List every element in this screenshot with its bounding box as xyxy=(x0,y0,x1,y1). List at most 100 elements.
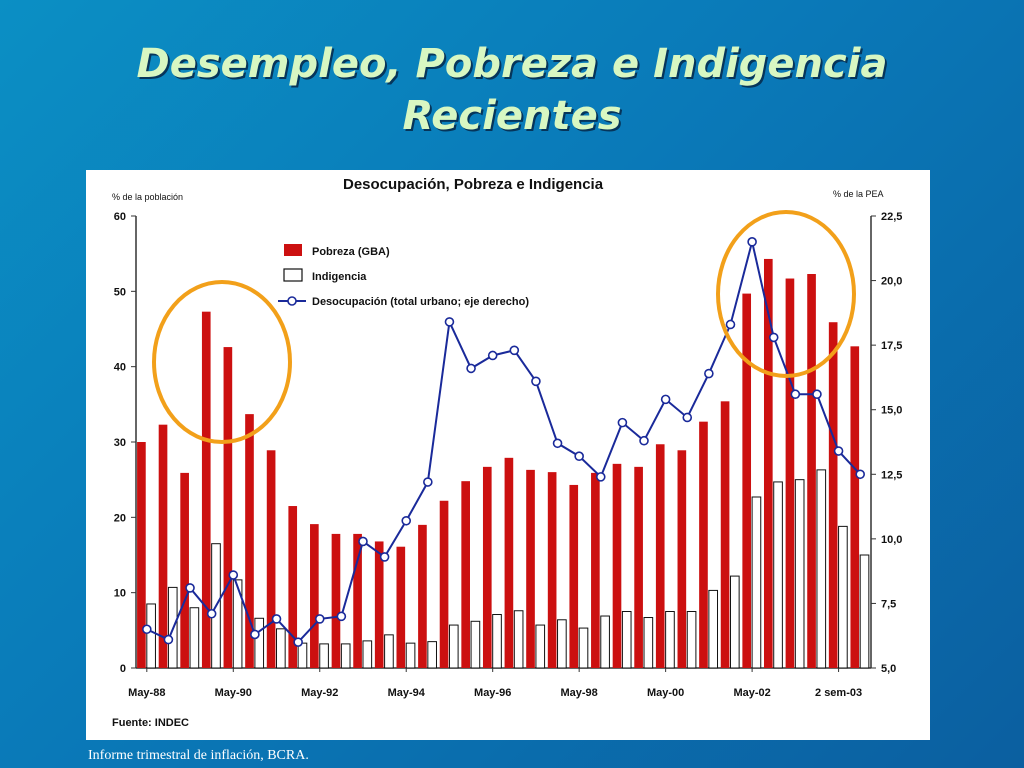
pobreza-bar xyxy=(655,444,665,668)
indigencia-bar xyxy=(773,481,783,669)
indigencia-bar xyxy=(362,640,373,669)
indigencia-bar xyxy=(686,611,697,669)
pobreza-bar xyxy=(742,293,752,668)
desocupacion-point xyxy=(336,611,347,622)
x-tick-label: May-00 xyxy=(647,687,684,699)
desocupacion-point xyxy=(142,624,152,635)
left-axis-label: % de la población xyxy=(112,192,183,202)
footer-note: Informe trimestral de inflación, BCRA. xyxy=(88,748,309,763)
desocupacion-point xyxy=(725,319,736,330)
slide-title-line2: Recientes xyxy=(402,93,622,139)
indigencia-bar xyxy=(578,627,589,669)
x-tick-label: May-94 xyxy=(388,687,426,699)
chart-title: Desocupación, Pobreza e Indigencia xyxy=(343,176,604,193)
desocupacion-point xyxy=(250,629,260,640)
indigencia-bar xyxy=(600,615,610,669)
x-tick-label: May-02 xyxy=(733,687,770,699)
pobreza-bar xyxy=(137,442,146,668)
desocupacion-point xyxy=(314,614,325,624)
indigencia-bar xyxy=(276,628,286,669)
desocupacion-point xyxy=(163,634,174,645)
indigencia-bar xyxy=(643,617,654,669)
pobreza-bar xyxy=(591,472,600,668)
x-tick-label: May-90 xyxy=(215,687,252,699)
indigencia-bar xyxy=(535,624,546,669)
pobreza-bar xyxy=(720,401,730,668)
indigencia-bar xyxy=(384,634,394,669)
indigencia-bar xyxy=(665,611,675,669)
desocupacion-point xyxy=(531,376,541,387)
desocupacion-point xyxy=(574,451,584,462)
pobreza-bar xyxy=(180,472,189,668)
slide-title: Desempleo, Pobreza e Indigencia Reciente… xyxy=(0,38,1024,142)
pobreza-bar xyxy=(504,457,514,668)
right-tick-label: 7,5 xyxy=(881,598,896,610)
x-tick-label: May-92 xyxy=(301,687,338,699)
desocupacion-point xyxy=(206,608,217,619)
indigencia-bar xyxy=(708,589,719,669)
desocupacion-point xyxy=(487,350,498,361)
pobreza-bar xyxy=(223,347,233,668)
legend-desocupacion-label: Desocupación (total urbano; eje derecho) xyxy=(312,296,529,308)
indigencia-bar xyxy=(838,525,848,669)
highlight-circle-2002 xyxy=(716,210,856,378)
right-tick-label: 20,0 xyxy=(881,276,902,288)
legend-pobreza-label: Pobreza (GBA) xyxy=(312,246,390,258)
pobreza-bar xyxy=(850,346,860,668)
pobreza-bar xyxy=(353,533,362,668)
pobreza-bar xyxy=(158,424,168,668)
indigencia-bar xyxy=(751,496,762,669)
indigencia-bar xyxy=(448,624,459,669)
desocupacion-point xyxy=(379,552,390,562)
pobreza-bar xyxy=(634,466,643,668)
left-tick-label: 40 xyxy=(114,362,126,374)
pobreza-bar xyxy=(396,546,406,668)
desocupacion-point xyxy=(228,570,239,580)
desocupacion-point xyxy=(185,583,195,593)
x-tick-label: May-96 xyxy=(474,687,511,699)
indigencia-bar xyxy=(340,643,351,669)
indigencia-bar xyxy=(189,607,200,669)
desocupacion-point xyxy=(466,363,476,374)
left-tick-label: 60 xyxy=(114,211,126,223)
pobreza-bar xyxy=(612,463,622,668)
pobreza-bar xyxy=(418,524,427,668)
desocupacion-line xyxy=(146,241,861,644)
indigencia-bar xyxy=(297,642,308,669)
chart-panel: Desocupación, Pobreza e Indigencia % de l… xyxy=(86,170,930,740)
indigencia-bar xyxy=(319,643,329,669)
pobreza-bar xyxy=(245,414,254,668)
desocupacion-point xyxy=(444,317,455,327)
pobreza-bar xyxy=(763,258,773,668)
pobreza-bar xyxy=(439,500,449,668)
legend-desocupacion-marker xyxy=(287,296,297,306)
desocupacion-point xyxy=(271,614,282,624)
desocupacion-point xyxy=(595,472,606,482)
desocupacion-point xyxy=(401,515,412,526)
pobreza-bar xyxy=(807,274,816,668)
legend-indigencia-label: Indigencia xyxy=(312,271,367,283)
slide-title-line1: Desempleo, Pobreza e Indigencia xyxy=(136,41,888,87)
desocupacion-point xyxy=(617,417,628,428)
indigencia-bar xyxy=(492,614,502,669)
pobreza-bar xyxy=(785,278,795,668)
desocupacion-point xyxy=(833,446,844,456)
desocupacion-point xyxy=(704,368,714,379)
desocupacion-point xyxy=(293,637,303,647)
pobreza-bar xyxy=(461,481,470,668)
pobreza-bar xyxy=(374,541,384,668)
desocupacion-point xyxy=(855,469,865,480)
highlight-circle-1990 xyxy=(152,280,292,444)
left-tick-label: 0 xyxy=(120,663,126,675)
pobreza-bar xyxy=(310,524,319,668)
pobreza-bar xyxy=(677,450,687,668)
pobreza-bar xyxy=(569,484,579,668)
indigencia-bar xyxy=(470,620,481,669)
indigencia-bar xyxy=(794,479,805,669)
left-tick-label: 50 xyxy=(114,286,126,298)
right-axis-label: % de la PEA xyxy=(833,189,884,199)
pobreza-bar xyxy=(201,311,211,668)
right-tick-label: 5,0 xyxy=(881,663,896,675)
pobreza-bar xyxy=(547,472,557,668)
right-tick-label: 17,5 xyxy=(881,340,902,352)
